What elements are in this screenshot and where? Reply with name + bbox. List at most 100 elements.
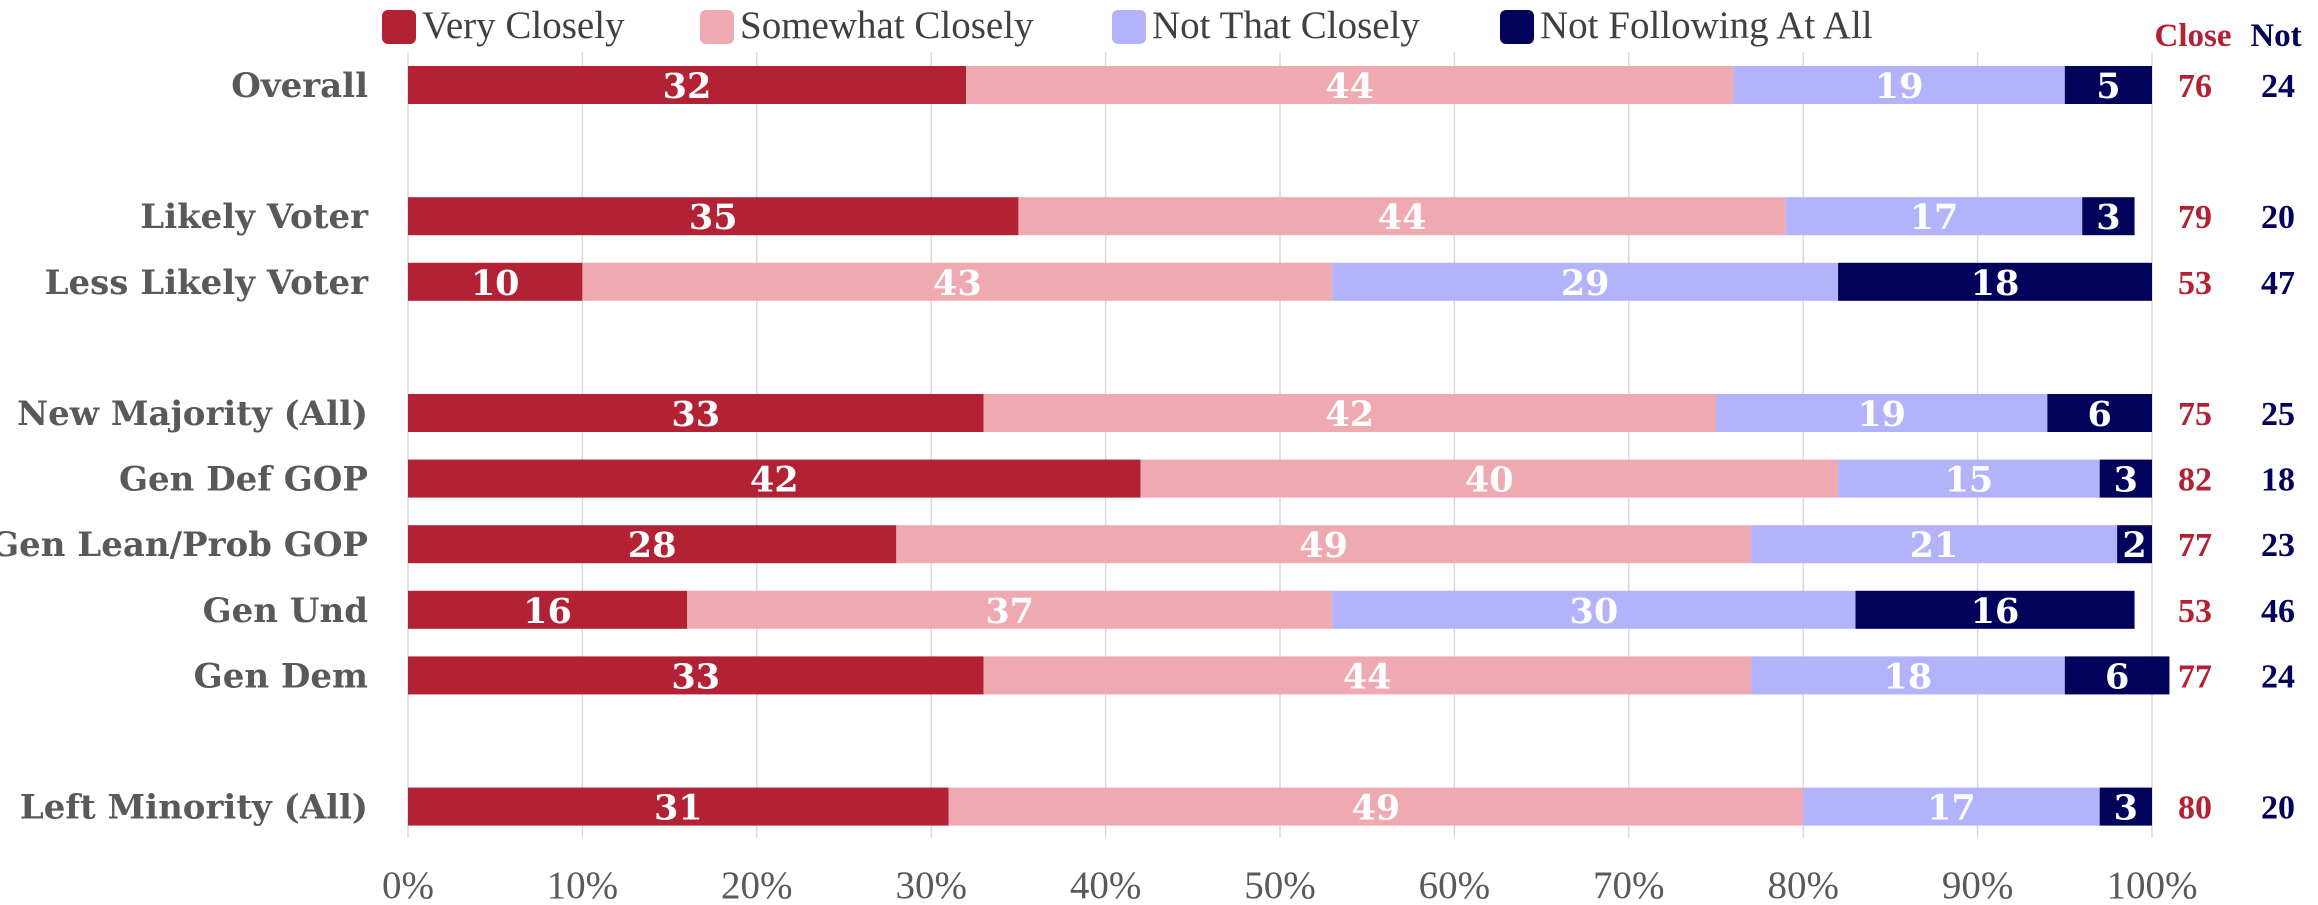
data-label: 3: [2114, 460, 2138, 501]
bar-segment: [1716, 394, 2048, 432]
bar-segment: [582, 262, 1333, 301]
category-label: New Majority (All): [17, 394, 368, 434]
x-tick-label: 0%: [382, 864, 434, 905]
not-value: 46: [2261, 593, 2295, 630]
bar-segment: [896, 525, 1751, 564]
data-label: 42: [750, 460, 799, 501]
bar-segment: [408, 590, 688, 629]
bar-segment: [2047, 394, 2152, 432]
x-tick-label: 20%: [721, 864, 793, 905]
bar-segment: [408, 394, 984, 432]
not-value: 23: [2261, 527, 2295, 564]
bar-segment: [408, 197, 1019, 236]
legend-label: Not That Closely: [1152, 4, 1420, 47]
data-label: 18: [1971, 263, 2020, 304]
data-label: 2: [2122, 525, 2146, 566]
bar-segment: [408, 459, 1141, 498]
legend-swatch: [382, 10, 416, 44]
data-label: 15: [1945, 460, 1994, 501]
bar-segment: [408, 66, 967, 104]
close-value: 77: [2178, 658, 2212, 695]
x-tick-label: 50%: [1244, 864, 1316, 905]
data-label: 33: [671, 394, 720, 435]
bar-segment: [2099, 459, 2152, 498]
x-tick-label: 100%: [2107, 864, 2198, 905]
bar-segment: [1750, 656, 2065, 695]
bar-segment: [948, 787, 1804, 826]
bar-segment: [1855, 590, 2135, 629]
legend-swatch: [1500, 10, 1534, 44]
legend-label: Not Following At All: [1540, 4, 1873, 47]
data-label: 49: [1299, 525, 1348, 566]
close-value: 75: [2178, 396, 2212, 433]
legend-label: Somewhat Closely: [740, 4, 1034, 47]
data-label: 28: [628, 525, 677, 566]
data-label: 31: [654, 788, 703, 829]
data-label: 3: [2114, 788, 2138, 829]
not-value: 18: [2261, 462, 2295, 499]
data-label: 5: [2096, 66, 2120, 107]
data-label: 42: [1325, 394, 1374, 435]
not-value: 24: [2261, 658, 2295, 695]
x-tick-label: 30%: [895, 864, 967, 905]
bar-segment: [1332, 262, 1839, 301]
data-label: 43: [933, 263, 982, 304]
x-tick-label: 70%: [1593, 864, 1665, 905]
data-label: 16: [1971, 591, 2020, 632]
not-value: 25: [2261, 396, 2295, 433]
bar-segment: [1332, 590, 1856, 629]
bar-segment: [1803, 787, 2100, 826]
bar-segment: [1018, 197, 1786, 236]
data-label: 21: [1910, 525, 1959, 566]
category-label: Gen Lean/Prob GOP: [0, 525, 368, 565]
legend-swatch: [1112, 10, 1146, 44]
bar-segment: [1838, 459, 2100, 498]
bar-segment: [2117, 525, 2152, 564]
bar-segment: [1140, 459, 1839, 498]
x-tick-label: 60%: [1419, 864, 1491, 905]
category-label: Likely Voter: [140, 197, 369, 237]
data-label: 6: [2088, 394, 2112, 435]
not-value: 20: [2261, 790, 2295, 827]
close-value: 82: [2178, 462, 2212, 499]
data-label: 19: [1875, 66, 1924, 107]
data-label: 17: [1910, 197, 1959, 238]
legend-label: Very Closely: [422, 4, 625, 47]
gridlines: [407, 52, 2153, 838]
bar-segment: [1785, 197, 2083, 236]
data-label: 30: [1570, 591, 1619, 632]
category-label: Gen Dem: [194, 656, 368, 696]
data-label: 44: [1325, 66, 1374, 107]
data-label: 37: [985, 591, 1034, 632]
close-value: 76: [2178, 68, 2212, 105]
data-label: 6: [2105, 656, 2129, 697]
data-label: 44: [1343, 656, 1392, 697]
data-label: 40: [1465, 460, 1514, 501]
legend: Very Closely Somewhat Closely Not That Clo…: [382, 4, 1873, 47]
data-label: 44: [1378, 197, 1427, 238]
bar-segment: [2082, 197, 2135, 236]
data-label: 10: [471, 263, 520, 304]
legend-swatch: [700, 10, 734, 44]
bar-segment: [1733, 66, 2065, 104]
close-value: 79: [2178, 199, 2212, 236]
data-label: 3: [2096, 197, 2120, 238]
bar-segment: [1750, 525, 2118, 564]
category-label: Less Likely Voter: [45, 263, 369, 303]
close-value: 77: [2178, 527, 2212, 564]
data-label: 33: [671, 656, 720, 697]
data-label: 18: [1883, 656, 1932, 697]
bar-segment: [983, 656, 1751, 695]
bar-segment: [966, 66, 1734, 104]
category-label: Left Minority (All): [20, 788, 368, 828]
bar-segment: [2064, 656, 2170, 695]
data-label: 49: [1352, 788, 1401, 829]
x-axis-ticks: 0% 10% 20% 30% 40% 50% 60% 70% 80% 90% 100%: [382, 864, 2198, 905]
not-value: 24: [2261, 68, 2295, 105]
category-labels: Overall Likely Voter Less Likely Voter New …: [0, 66, 369, 828]
bar-segment: [687, 590, 1333, 629]
bar-segment: [2064, 66, 2152, 104]
close-value: 80: [2178, 790, 2212, 827]
